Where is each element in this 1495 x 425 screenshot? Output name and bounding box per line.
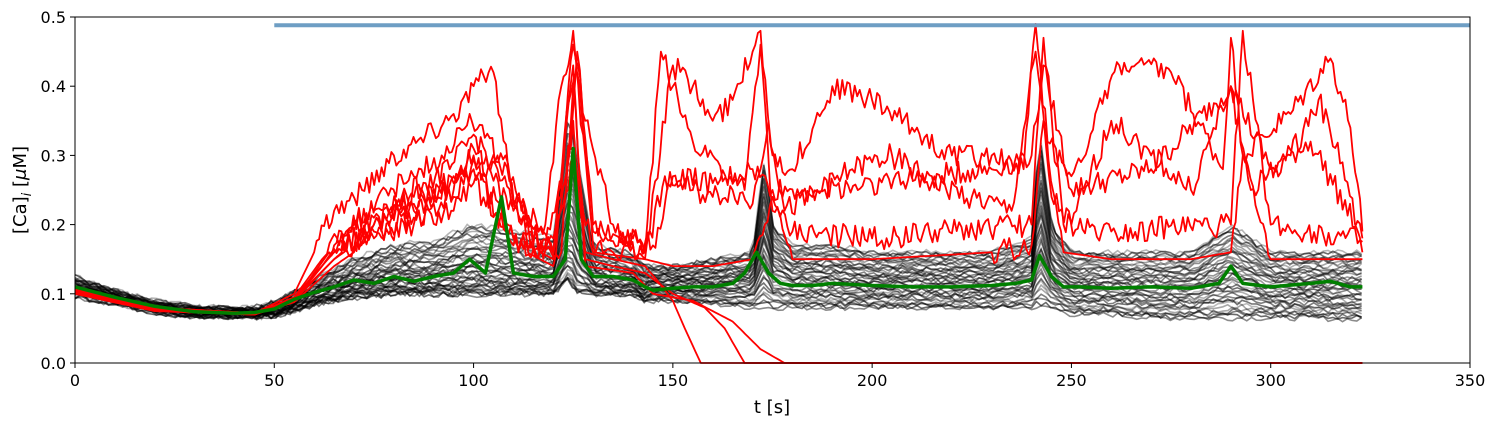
black-trace-line [75, 256, 1362, 320]
plot-frame [74, 16, 1471, 364]
y-tick-label: 0.3 [41, 146, 66, 165]
black-trace-line [75, 122, 1363, 311]
red-trace-line [75, 22, 1364, 315]
y-tick-label: 0.1 [41, 285, 66, 304]
y-axis-label: [Ca]i [μM] [10, 146, 35, 234]
x-tick-label: 250 [1056, 371, 1087, 390]
x-tick-label: 300 [1255, 371, 1286, 390]
red-trace-line [75, 119, 1363, 364]
x-tick-label: 100 [458, 371, 489, 390]
y-axis-label-unit-open: [ [10, 180, 31, 193]
black-trace-line [75, 202, 1363, 316]
black-trace-line [75, 178, 1362, 313]
y-axis-label-unit-close: M] [10, 146, 31, 169]
x-axis-label: t [s] [754, 397, 790, 418]
y-tick-label: 0.5 [41, 8, 66, 27]
black-trace-line [75, 264, 1362, 320]
x-tick-label: 0 [70, 371, 80, 390]
x-tick-label: 350 [1455, 371, 1486, 390]
x-tick-label: 50 [264, 371, 284, 390]
x-axis-ticks: 0 50 100 150 200 250 300 350 [70, 363, 1485, 390]
y-tick-label: 0.4 [41, 77, 66, 96]
y-axis-label-unit-mu: μ [10, 169, 31, 181]
black-trace-line [75, 238, 1362, 318]
y-tick-label: 0.2 [41, 216, 66, 235]
x-tick-label: 150 [658, 371, 689, 390]
y-axis-label-subscript: i [20, 192, 35, 196]
black-trace-line [75, 210, 1363, 315]
y-tick-label: 0.0 [41, 354, 66, 373]
black-trace-line [75, 120, 1363, 311]
y-axis-label-base: [Ca] [10, 196, 31, 234]
y-axis-ticks: 0.0 0.1 0.2 0.3 0.4 0.5 [41, 8, 75, 373]
data-layer [75, 22, 1470, 364]
black-trace-line [75, 271, 1362, 321]
mean-trace-line [75, 146, 1363, 315]
x-tick-label: 200 [857, 371, 888, 390]
